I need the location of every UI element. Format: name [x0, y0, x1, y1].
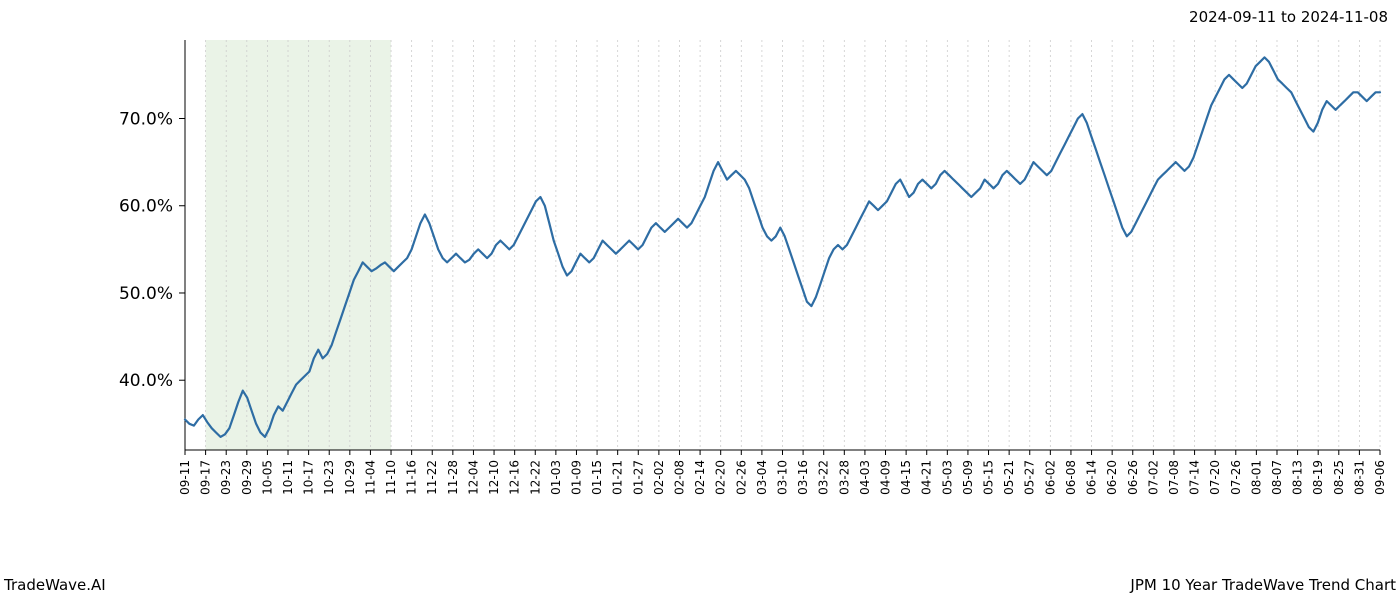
svg-text:03-04: 03-04	[755, 460, 769, 495]
svg-text:02-02: 02-02	[652, 460, 666, 495]
svg-text:40.0%: 40.0%	[119, 371, 173, 391]
svg-text:09-06: 09-06	[1373, 460, 1387, 495]
svg-text:60.0%: 60.0%	[119, 197, 173, 217]
svg-text:07-08: 07-08	[1167, 460, 1181, 495]
brand-label: TradeWave.AI	[4, 576, 106, 594]
svg-text:06-02: 06-02	[1043, 460, 1057, 495]
svg-text:06-08: 06-08	[1064, 460, 1078, 495]
svg-text:04-15: 04-15	[899, 460, 913, 495]
svg-text:09-17: 09-17	[199, 460, 213, 495]
svg-text:07-02: 07-02	[1146, 460, 1160, 495]
svg-text:09-29: 09-29	[240, 460, 254, 495]
svg-text:08-31: 08-31	[1352, 460, 1366, 495]
svg-text:01-27: 01-27	[631, 460, 645, 495]
svg-text:07-26: 07-26	[1229, 460, 1243, 495]
chart-title: JPM 10 Year TradeWave Trend Chart	[1130, 576, 1396, 594]
svg-text:08-25: 08-25	[1332, 460, 1346, 495]
svg-text:08-07: 08-07	[1270, 460, 1284, 495]
svg-text:03-16: 03-16	[796, 460, 810, 495]
svg-text:07-14: 07-14	[1188, 460, 1202, 495]
svg-text:09-11: 09-11	[178, 460, 192, 495]
svg-text:11-28: 11-28	[446, 460, 460, 495]
svg-text:09-23: 09-23	[219, 460, 233, 495]
svg-text:05-15: 05-15	[982, 460, 996, 495]
svg-text:06-26: 06-26	[1126, 460, 1140, 495]
svg-text:08-13: 08-13	[1291, 460, 1305, 495]
svg-text:01-09: 01-09	[569, 460, 583, 495]
svg-text:10-05: 10-05	[260, 460, 274, 495]
svg-text:12-04: 12-04	[466, 460, 480, 495]
svg-text:08-19: 08-19	[1311, 460, 1325, 495]
svg-text:01-21: 01-21	[611, 460, 625, 495]
svg-text:08-01: 08-01	[1249, 460, 1263, 495]
svg-text:70.0%: 70.0%	[119, 110, 173, 130]
trend-chart: 40.0% 50.0% 60.0% 70.0% 09-11 09-17 09-23 09-29…	[0, 30, 1400, 560]
svg-text:10-23: 10-23	[322, 460, 336, 495]
chart-container: 40.0% 50.0% 60.0% 70.0% 09-11 09-17 09-23 09-29…	[0, 30, 1400, 560]
svg-text:01-15: 01-15	[590, 460, 604, 495]
svg-text:05-03: 05-03	[940, 460, 954, 495]
svg-text:11-04: 11-04	[363, 460, 377, 495]
svg-text:01-03: 01-03	[549, 460, 563, 495]
svg-text:07-20: 07-20	[1208, 460, 1222, 495]
svg-text:03-22: 03-22	[817, 460, 831, 495]
svg-text:11-22: 11-22	[425, 460, 439, 495]
svg-text:02-14: 02-14	[693, 460, 707, 495]
svg-text:05-09: 05-09	[961, 460, 975, 495]
svg-text:10-11: 10-11	[281, 460, 295, 495]
svg-text:11-10: 11-10	[384, 460, 398, 495]
svg-text:05-21: 05-21	[1002, 460, 1016, 495]
svg-text:03-28: 03-28	[837, 460, 851, 495]
svg-text:05-27: 05-27	[1023, 460, 1037, 495]
svg-text:12-10: 12-10	[487, 460, 501, 495]
svg-text:02-20: 02-20	[714, 460, 728, 495]
date-range-label: 2024-09-11 to 2024-11-08	[1189, 8, 1388, 26]
svg-text:06-14: 06-14	[1085, 460, 1099, 495]
svg-text:12-22: 12-22	[528, 460, 542, 495]
svg-text:06-20: 06-20	[1105, 460, 1119, 495]
svg-text:11-16: 11-16	[405, 460, 419, 495]
svg-text:04-03: 04-03	[858, 460, 872, 495]
svg-text:12-16: 12-16	[508, 460, 522, 495]
svg-text:04-21: 04-21	[920, 460, 934, 495]
svg-text:50.0%: 50.0%	[119, 284, 173, 304]
svg-text:03-10: 03-10	[776, 460, 790, 495]
svg-text:04-09: 04-09	[879, 460, 893, 495]
svg-text:10-29: 10-29	[343, 460, 357, 495]
svg-text:02-08: 02-08	[672, 460, 686, 495]
svg-text:02-26: 02-26	[734, 460, 748, 495]
svg-text:10-17: 10-17	[302, 460, 316, 495]
